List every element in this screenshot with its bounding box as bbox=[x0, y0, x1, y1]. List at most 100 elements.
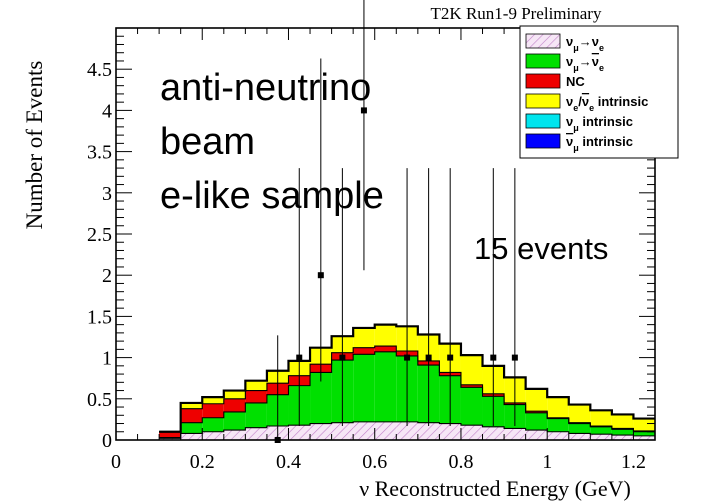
bar-segment-3-20 bbox=[590, 410, 612, 426]
bar-segment-1-14 bbox=[460, 387, 483, 426]
data-point-1 bbox=[296, 354, 303, 361]
stacked-histogram bbox=[159, 324, 655, 440]
y-tick-label: 3 bbox=[102, 183, 112, 205]
annotation-line-2: beam bbox=[160, 121, 255, 163]
bar-segment-0-10 bbox=[374, 421, 397, 440]
bar-segment-2-10 bbox=[374, 346, 397, 352]
bar-segment-0-12 bbox=[417, 422, 440, 440]
bar-segment-0-18 bbox=[547, 431, 569, 440]
x-ticks: 0 0.2 0.4 0.6 0.8 1 1.2 bbox=[111, 28, 656, 473]
y-tick-label: 1 bbox=[102, 348, 112, 370]
bar-segment-1-9 bbox=[353, 354, 375, 422]
bar-segment-0-20 bbox=[590, 434, 612, 440]
bar-segment-0-3 bbox=[223, 430, 246, 440]
bar-segment-3-3 bbox=[223, 390, 246, 399]
data-point-6 bbox=[425, 354, 432, 361]
x-tick-label: 1.2 bbox=[621, 451, 646, 473]
data-point-7 bbox=[447, 354, 454, 361]
bar-segment-3-9 bbox=[353, 327, 375, 348]
bar-segment-0-0 bbox=[159, 438, 181, 440]
y-tick-label: 0 bbox=[102, 430, 112, 452]
data-point-2 bbox=[317, 272, 324, 279]
legend-swatch-4 bbox=[525, 113, 561, 129]
bar-segment-3-10 bbox=[374, 324, 397, 347]
bar-segment-1-17 bbox=[525, 412, 548, 431]
x-tick-label: 0.8 bbox=[448, 451, 473, 473]
x-tick-label: 1 bbox=[542, 451, 552, 473]
legend-label-4: νμ intrinsic bbox=[566, 114, 633, 133]
bar-segment-0-14 bbox=[460, 425, 483, 440]
legend-swatch-2 bbox=[525, 73, 561, 89]
bar-segment-0-16 bbox=[504, 428, 526, 440]
bar-segment-0-21 bbox=[611, 435, 634, 440]
bar-segment-0-4 bbox=[245, 427, 267, 440]
y-tick-label: 1.5 bbox=[87, 306, 112, 328]
bar-segment-3-14 bbox=[460, 355, 483, 385]
bar-segment-3-22 bbox=[633, 418, 655, 431]
bar-segment-2-0 bbox=[159, 431, 181, 438]
bar-segment-2-1 bbox=[180, 408, 203, 423]
y-tick-label: 3.5 bbox=[87, 142, 112, 164]
annotation-line-1: anti-neutrino bbox=[160, 67, 371, 109]
bar-segment-3-1 bbox=[180, 402, 203, 409]
bar-segment-3-17 bbox=[525, 388, 548, 412]
bar-segment-2-17 bbox=[525, 411, 548, 413]
bar-segment-3-2 bbox=[202, 397, 224, 404]
x-tick-label: 0.6 bbox=[362, 451, 387, 473]
chart-title: T2K Run1-9 Preliminary bbox=[431, 4, 602, 23]
y-tick-label: 2 bbox=[102, 265, 112, 287]
observed-data bbox=[274, 0, 518, 443]
bar-segment-1-21 bbox=[611, 429, 634, 436]
data-point-8 bbox=[490, 354, 497, 361]
bar-segment-1-3 bbox=[223, 411, 246, 431]
bar-segment-2-4 bbox=[245, 390, 267, 403]
series-outline-0 bbox=[159, 421, 655, 439]
annotation-events: 15 events bbox=[474, 231, 608, 266]
legend-label-3: νe/νe intrinsic bbox=[566, 94, 648, 113]
y-tick-label: 2.5 bbox=[87, 224, 112, 246]
legend-swatch-0 bbox=[525, 33, 561, 49]
y-tick-label: 0.5 bbox=[87, 389, 112, 411]
bar-segment-0-8 bbox=[331, 422, 354, 440]
legend-label-2: NC bbox=[566, 74, 585, 89]
bar-segment-3-21 bbox=[611, 414, 634, 429]
x-tick-label: 0 bbox=[111, 451, 121, 473]
legend-swatch-1 bbox=[525, 53, 561, 69]
bar-segment-0-13 bbox=[439, 423, 461, 440]
bar-segment-0-6 bbox=[288, 425, 311, 440]
x-tick-label: 0.2 bbox=[190, 451, 215, 473]
annotation-line-3: e-like sample bbox=[160, 175, 384, 217]
bar-segment-0-9 bbox=[353, 421, 375, 440]
y-tick-label: 4.5 bbox=[87, 59, 112, 81]
bar-segment-0-17 bbox=[525, 430, 548, 440]
bar-segment-2-2 bbox=[202, 403, 224, 418]
y-axis-label: Number of Events bbox=[22, 61, 47, 230]
legend-label-5: νμ intrinsic bbox=[566, 134, 633, 153]
bar-segment-2-14 bbox=[460, 384, 483, 388]
data-point-3 bbox=[339, 354, 346, 361]
x-tick-label: 0.4 bbox=[276, 451, 301, 473]
bar-segment-1-19 bbox=[568, 423, 591, 434]
bar-segment-0-22 bbox=[633, 435, 655, 440]
bar-segment-0-1 bbox=[180, 433, 203, 440]
bar-segment-0-19 bbox=[568, 433, 591, 440]
bar-segment-3-19 bbox=[568, 404, 591, 423]
bar-segment-1-4 bbox=[245, 402, 267, 428]
data-point-4 bbox=[360, 107, 367, 114]
bar-segment-0-15 bbox=[482, 426, 505, 440]
data-point-9 bbox=[511, 354, 518, 361]
bar-segment-2-9 bbox=[353, 347, 375, 355]
bar-segment-2-3 bbox=[223, 398, 246, 412]
y-tick-label: 4 bbox=[102, 100, 112, 122]
bar-segment-0-7 bbox=[310, 423, 332, 440]
bar-segment-3-18 bbox=[547, 397, 569, 418]
legend-label-1: νμ→νe bbox=[566, 54, 604, 73]
bar-segment-0-11 bbox=[396, 421, 418, 440]
bar-segment-0-2 bbox=[202, 431, 224, 440]
bar-segment-1-20 bbox=[590, 426, 612, 435]
legend-label-0: νμ→νe bbox=[566, 34, 604, 53]
x-axis-label: ν Reconstructed Energy (GeV) bbox=[359, 476, 631, 501]
bar-segment-3-4 bbox=[245, 380, 267, 391]
